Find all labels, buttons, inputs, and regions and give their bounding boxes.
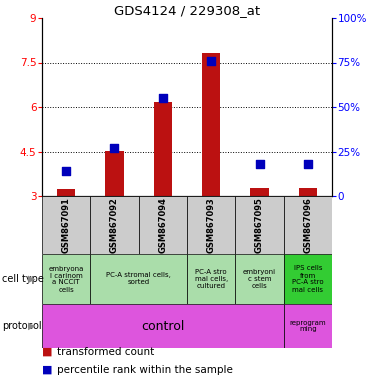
Bar xyxy=(284,304,332,348)
Bar xyxy=(154,102,172,196)
Text: GSM867091: GSM867091 xyxy=(62,197,70,253)
Bar xyxy=(90,254,187,304)
Point xyxy=(112,145,118,151)
Bar xyxy=(42,254,90,304)
Bar xyxy=(105,151,124,196)
Text: protocol: protocol xyxy=(2,321,42,331)
Bar xyxy=(139,196,187,254)
Text: ▶: ▶ xyxy=(28,321,35,331)
Text: control: control xyxy=(141,319,184,333)
Point xyxy=(208,58,214,64)
Bar xyxy=(90,196,139,254)
Text: GSM867094: GSM867094 xyxy=(158,197,167,253)
Text: percentile rank within the sample: percentile rank within the sample xyxy=(57,365,233,375)
Bar xyxy=(187,196,235,254)
Text: PC-A stromal cells,
sorted: PC-A stromal cells, sorted xyxy=(106,273,171,285)
Text: ▶: ▶ xyxy=(28,274,35,284)
Bar xyxy=(202,53,220,196)
Bar xyxy=(187,254,235,304)
Text: cell type: cell type xyxy=(2,274,44,284)
Text: embryona
l carinom
a NCCIT
cells: embryona l carinom a NCCIT cells xyxy=(49,265,84,293)
Text: GSM867096: GSM867096 xyxy=(303,197,312,253)
Bar xyxy=(284,196,332,254)
Text: PC-A stro
mal cells,
cultured: PC-A stro mal cells, cultured xyxy=(194,269,228,289)
Point xyxy=(160,95,166,101)
Point xyxy=(256,161,262,167)
Bar xyxy=(42,304,284,348)
Title: GDS4124 / 229308_at: GDS4124 / 229308_at xyxy=(114,4,260,17)
Bar xyxy=(284,254,332,304)
Bar xyxy=(299,188,317,196)
Text: IPS cells
from
PC-A stro
mal cells: IPS cells from PC-A stro mal cells xyxy=(292,265,324,293)
Text: ■: ■ xyxy=(42,365,53,375)
Text: GSM867092: GSM867092 xyxy=(110,197,119,253)
Point xyxy=(305,161,311,167)
Bar xyxy=(250,188,269,196)
Bar xyxy=(235,196,284,254)
Point xyxy=(63,168,69,174)
Text: reprogram
ming: reprogram ming xyxy=(289,319,326,333)
Bar xyxy=(57,189,75,196)
Text: GSM867095: GSM867095 xyxy=(255,197,264,253)
Bar xyxy=(42,196,90,254)
Text: GSM867093: GSM867093 xyxy=(207,197,216,253)
Text: embryoni
c stem
cells: embryoni c stem cells xyxy=(243,269,276,289)
Text: transformed count: transformed count xyxy=(57,347,154,357)
Bar xyxy=(235,254,284,304)
Text: ■: ■ xyxy=(42,347,53,357)
